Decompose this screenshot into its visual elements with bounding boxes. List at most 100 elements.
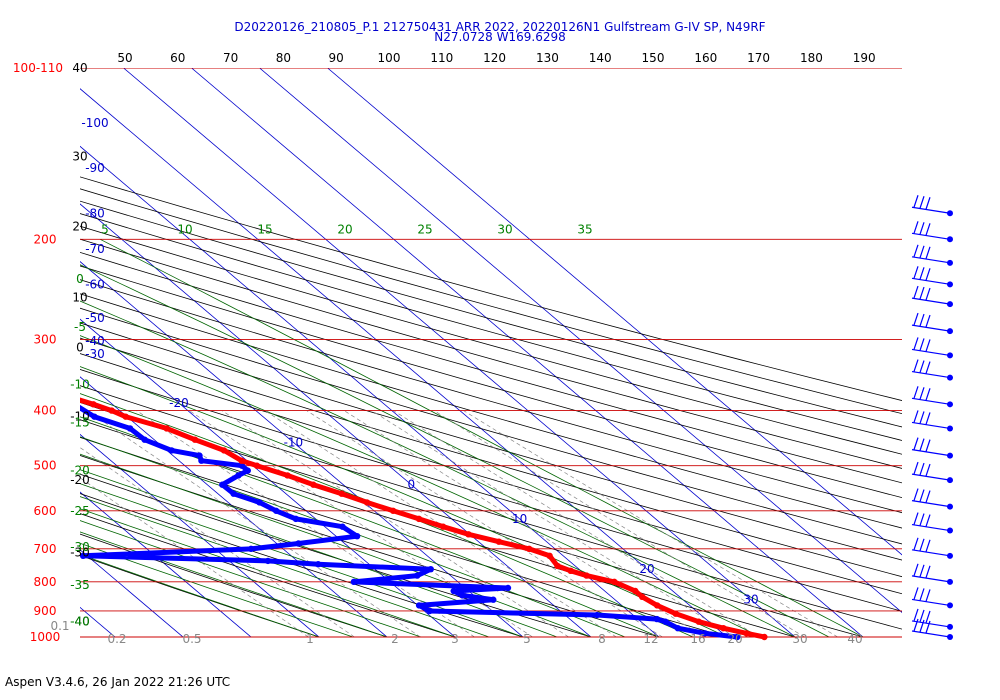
dewpoint-point [91, 413, 98, 420]
wind-barb-feather [925, 463, 931, 477]
wind-barb-feather [919, 538, 925, 552]
wind-barb-feather [913, 488, 919, 501]
wind-barb-feather [919, 313, 925, 327]
adiabat-label: 25 [417, 222, 432, 236]
dewpoint-point [71, 401, 77, 407]
mixing-ratio-label: 1 [306, 632, 314, 646]
dry-adiabat-line [80, 279, 902, 514]
dewpoint-point [662, 618, 669, 625]
wind-barb-staff [911, 370, 951, 379]
wind-barb-feather [913, 337, 919, 350]
wind-barb-feather [919, 360, 925, 373]
temperature-point [743, 630, 750, 637]
isotherm-label: -80 [85, 206, 105, 220]
adiabat-label: 10 [177, 222, 192, 236]
dry-adiabat-line [80, 265, 902, 499]
wind-barb-staff [911, 575, 951, 583]
wind-barb-feather [925, 223, 931, 236]
dry-adiabat-line [80, 225, 902, 455]
pressure-tick-label: 1000 [30, 630, 61, 644]
mixing-ratio-label: 40 [847, 632, 862, 646]
wind-barb-staff [911, 297, 951, 305]
wind-barb-icon [911, 244, 953, 266]
moist-adiabat-line [80, 542, 354, 638]
wind-barb-feather [913, 461, 919, 475]
wind-barb-feather [925, 388, 931, 401]
wind-barb-feather [925, 514, 931, 527]
temperature-point [554, 562, 561, 570]
wind-barb-feather [913, 195, 919, 208]
mixing-ratio-label: 12 [643, 632, 658, 646]
dry-adiabat-line [80, 188, 902, 415]
wind-barb-feather [913, 386, 919, 399]
dry-adiabat-line [80, 251, 902, 484]
isotherm-line [80, 203, 592, 638]
wind-barb-icon [911, 461, 953, 484]
dry-adiabat-line [80, 176, 902, 402]
temperature-point [108, 407, 115, 414]
top-scale-label: 140 [589, 51, 612, 65]
dewpoint-point [247, 545, 255, 553]
temperature-point [761, 633, 768, 641]
dry-adiabat-line [80, 307, 902, 545]
temperature-point [90, 401, 97, 408]
temperature-point [253, 462, 261, 469]
dewpoint-point [264, 557, 272, 565]
moist-adiabat-line [80, 520, 422, 638]
dewpoint-point [427, 565, 434, 573]
dewpoint-point [230, 490, 237, 497]
temperature-point [49, 388, 55, 394]
dry-adiabat-line [80, 238, 902, 469]
isotherm-label: -100 [81, 116, 108, 130]
dry-adiabat-line [80, 436, 728, 638]
dewpoint-point [701, 630, 709, 637]
dewpoint-point [196, 452, 203, 459]
temperature-point [310, 481, 317, 488]
dewpoint-point [244, 467, 251, 474]
left-black-label: -40 [70, 615, 90, 629]
left-black-label: 30 [72, 149, 87, 163]
wind-barb-staff [911, 397, 951, 405]
mixing-ratio-label: 0.2 [107, 632, 126, 646]
temperature-point [695, 618, 702, 625]
isotherm-line [80, 491, 252, 638]
isotherm-label: -70 [85, 242, 105, 256]
wind-barbs [911, 195, 953, 640]
top-scale-label: 100 [378, 51, 401, 65]
wind-barb-feather [913, 285, 919, 299]
wind-barb-icon [911, 537, 953, 559]
temperature-point [238, 457, 245, 464]
top-scale-label: 120 [483, 51, 506, 65]
wind-barb-staff [911, 500, 951, 508]
dewpoint-point [272, 507, 280, 514]
left-black-label: -30 [70, 545, 90, 559]
wind-barb-icon [911, 410, 953, 432]
top-scale-label: 60 [170, 51, 185, 65]
chart-grid [80, 68, 902, 638]
dewpoint-point [353, 532, 361, 540]
top-scale-label: 170 [747, 51, 770, 65]
left-black-label: -20 [70, 473, 90, 487]
wind-barb-feather [913, 266, 919, 279]
wind-barb-icon [911, 359, 953, 381]
wind-barb-staff [911, 348, 951, 357]
wind-barb-feather [919, 245, 925, 259]
dewpoint-point [141, 436, 148, 443]
top-scale-label: 80 [276, 51, 291, 65]
dry-adiabat-line [80, 402, 864, 638]
wind-barb-icon [911, 488, 953, 510]
mixing-ratio-label: 8 [598, 632, 606, 646]
top-scale-label: 90 [329, 51, 344, 65]
isotherm-label: -30 [85, 347, 105, 361]
wind-barb-feather [919, 286, 925, 300]
temperature-point [363, 499, 371, 506]
wind-barb-feather [919, 619, 925, 633]
wind-barb-feather [913, 587, 919, 600]
dewpoint-point [256, 499, 263, 506]
wind-barb-feather [925, 610, 931, 624]
wind-barb-feather [913, 437, 919, 450]
wind-barb-feather [919, 338, 925, 351]
wind-barb-feather [925, 287, 931, 301]
dewpoint-point [295, 540, 302, 547]
